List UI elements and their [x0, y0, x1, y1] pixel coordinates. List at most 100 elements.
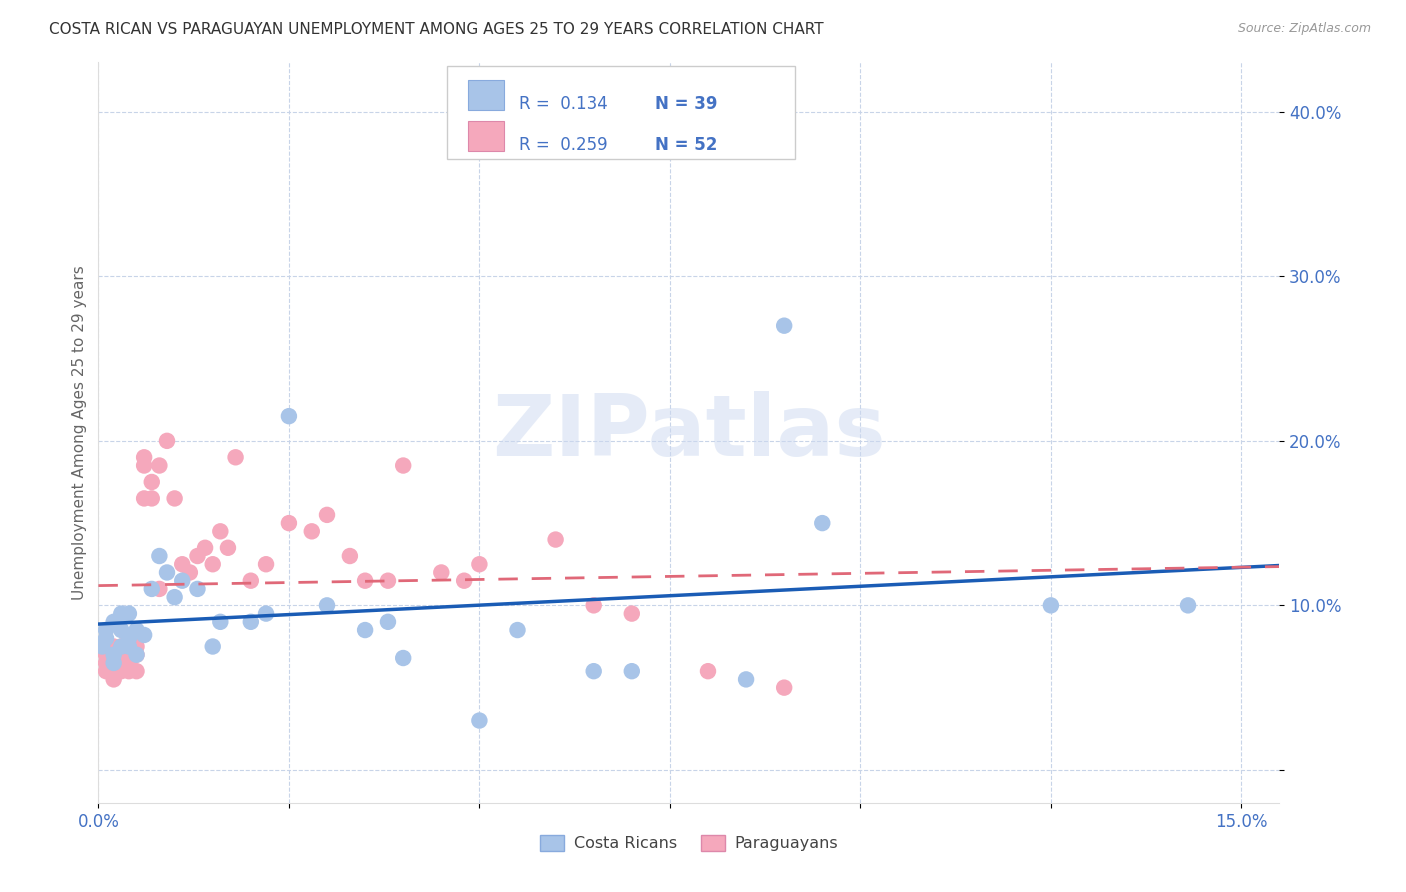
- Point: [354, 623, 377, 637]
- Point: [148, 458, 170, 473]
- Y-axis label: Unemployment Among Ages 25 to 29 years: Unemployment Among Ages 25 to 29 years: [72, 265, 87, 600]
- Point: [430, 566, 453, 580]
- Point: [377, 574, 399, 588]
- Point: [110, 664, 132, 678]
- FancyBboxPatch shape: [447, 66, 796, 159]
- Point: [134, 491, 156, 506]
- Point: [773, 681, 796, 695]
- Point: [254, 607, 277, 621]
- Point: [186, 549, 208, 563]
- Point: [125, 664, 148, 678]
- Text: N = 39: N = 39: [655, 95, 717, 113]
- Point: [194, 541, 217, 555]
- Bar: [468, 121, 503, 151]
- Point: [118, 656, 141, 670]
- Point: [134, 458, 156, 473]
- Point: [453, 574, 475, 588]
- Legend: Costa Ricans, Paraguayans: Costa Ricans, Paraguayans: [534, 829, 844, 858]
- Point: [209, 524, 232, 539]
- Point: [217, 541, 239, 555]
- Point: [239, 615, 262, 629]
- Point: [582, 664, 605, 678]
- Point: [172, 558, 194, 572]
- Point: [125, 648, 148, 662]
- Point: [103, 656, 125, 670]
- Point: [156, 434, 179, 448]
- Point: [118, 632, 141, 646]
- Point: [94, 656, 117, 670]
- Point: [94, 664, 117, 678]
- Point: [110, 640, 132, 654]
- Point: [103, 648, 125, 662]
- Point: [339, 549, 361, 563]
- Point: [316, 599, 339, 613]
- Point: [141, 491, 163, 506]
- Point: [468, 714, 491, 728]
- Point: [201, 558, 224, 572]
- Point: [277, 516, 299, 530]
- Point: [103, 673, 125, 687]
- Point: [773, 318, 796, 333]
- Point: [125, 623, 148, 637]
- Point: [125, 640, 148, 654]
- Point: [141, 582, 163, 596]
- Point: [392, 458, 415, 473]
- Point: [179, 566, 201, 580]
- Point: [301, 524, 323, 539]
- Point: [316, 508, 339, 522]
- Point: [163, 491, 186, 506]
- Point: [277, 409, 299, 424]
- Point: [103, 648, 125, 662]
- Point: [148, 549, 170, 563]
- Point: [94, 623, 117, 637]
- Point: [94, 648, 117, 662]
- Point: [620, 664, 643, 678]
- Point: [697, 664, 720, 678]
- Point: [148, 582, 170, 596]
- Point: [118, 607, 141, 621]
- Point: [103, 615, 125, 629]
- Point: [163, 590, 186, 604]
- Point: [156, 566, 179, 580]
- Point: [506, 623, 529, 637]
- Point: [94, 632, 117, 646]
- Point: [103, 656, 125, 670]
- Text: ZIPatlas: ZIPatlas: [492, 391, 886, 475]
- Point: [1039, 599, 1062, 613]
- Bar: [468, 80, 503, 110]
- Point: [582, 599, 605, 613]
- Text: N = 52: N = 52: [655, 136, 717, 153]
- Point: [118, 640, 141, 654]
- Text: COSTA RICAN VS PARAGUAYAN UNEMPLOYMENT AMONG AGES 25 TO 29 YEARS CORRELATION CHA: COSTA RICAN VS PARAGUAYAN UNEMPLOYMENT A…: [49, 22, 824, 37]
- Point: [134, 450, 156, 465]
- Point: [377, 615, 399, 629]
- Point: [225, 450, 247, 465]
- Point: [110, 648, 132, 662]
- Point: [209, 615, 232, 629]
- Point: [354, 574, 377, 588]
- Text: R =  0.134: R = 0.134: [519, 95, 607, 113]
- Point: [620, 607, 643, 621]
- Point: [544, 533, 567, 547]
- Point: [239, 574, 262, 588]
- Point: [172, 574, 194, 588]
- Text: Source: ZipAtlas.com: Source: ZipAtlas.com: [1237, 22, 1371, 36]
- Point: [811, 516, 834, 530]
- Point: [141, 475, 163, 489]
- Text: R =  0.259: R = 0.259: [519, 136, 607, 153]
- Point: [392, 651, 415, 665]
- Point: [468, 558, 491, 572]
- Point: [110, 623, 132, 637]
- Point: [91, 640, 114, 654]
- Point: [254, 558, 277, 572]
- Point: [91, 640, 114, 654]
- Point: [186, 582, 208, 596]
- Point: [201, 640, 224, 654]
- Point: [110, 640, 132, 654]
- Point: [118, 632, 141, 646]
- Point: [735, 673, 758, 687]
- Point: [103, 640, 125, 654]
- Point: [134, 628, 156, 642]
- Point: [110, 607, 132, 621]
- Point: [1177, 599, 1199, 613]
